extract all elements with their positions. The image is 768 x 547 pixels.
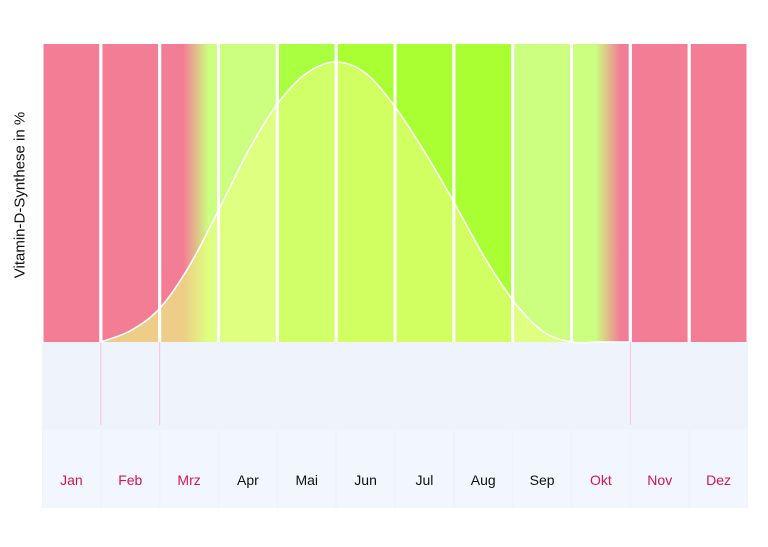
synthesis-area [100,62,631,343]
x-tick-label: Dez [706,472,731,488]
month-label-cell [101,430,159,508]
month-label-cell [513,430,571,508]
x-tick-label: Okt [590,472,612,488]
month-label-cell [396,430,453,508]
month-column-dez [690,44,747,342]
month-label-cell [337,430,394,508]
x-tick-label: Nov [647,472,672,488]
x-tick-label: Mai [295,472,318,488]
month-column-feb [102,44,159,342]
month-label-cell [219,430,277,508]
x-tick-label: Mrz [177,472,200,488]
month-label-cell [278,430,336,508]
month-label-cell [572,430,630,508]
x-tick-label: Sep [530,472,555,488]
month-label-cell [690,430,747,508]
month-column-sep [514,44,570,342]
month-column-jan [43,44,100,342]
month-column-okt [573,44,629,342]
x-tick-label: Aug [471,472,496,488]
month-label-cell [454,430,512,508]
x-tick-label: Apr [237,472,259,488]
month-label-cell [160,430,218,508]
x-tick-label: Jul [415,472,433,488]
month-column-nov [631,44,688,342]
month-label-cell [43,430,100,508]
x-tick-label: Feb [118,472,142,488]
synthesis-curve [100,61,631,344]
x-tick-label: Jun [354,472,377,488]
x-tick-label: Jan [60,472,83,488]
month-label-cell [631,430,689,508]
